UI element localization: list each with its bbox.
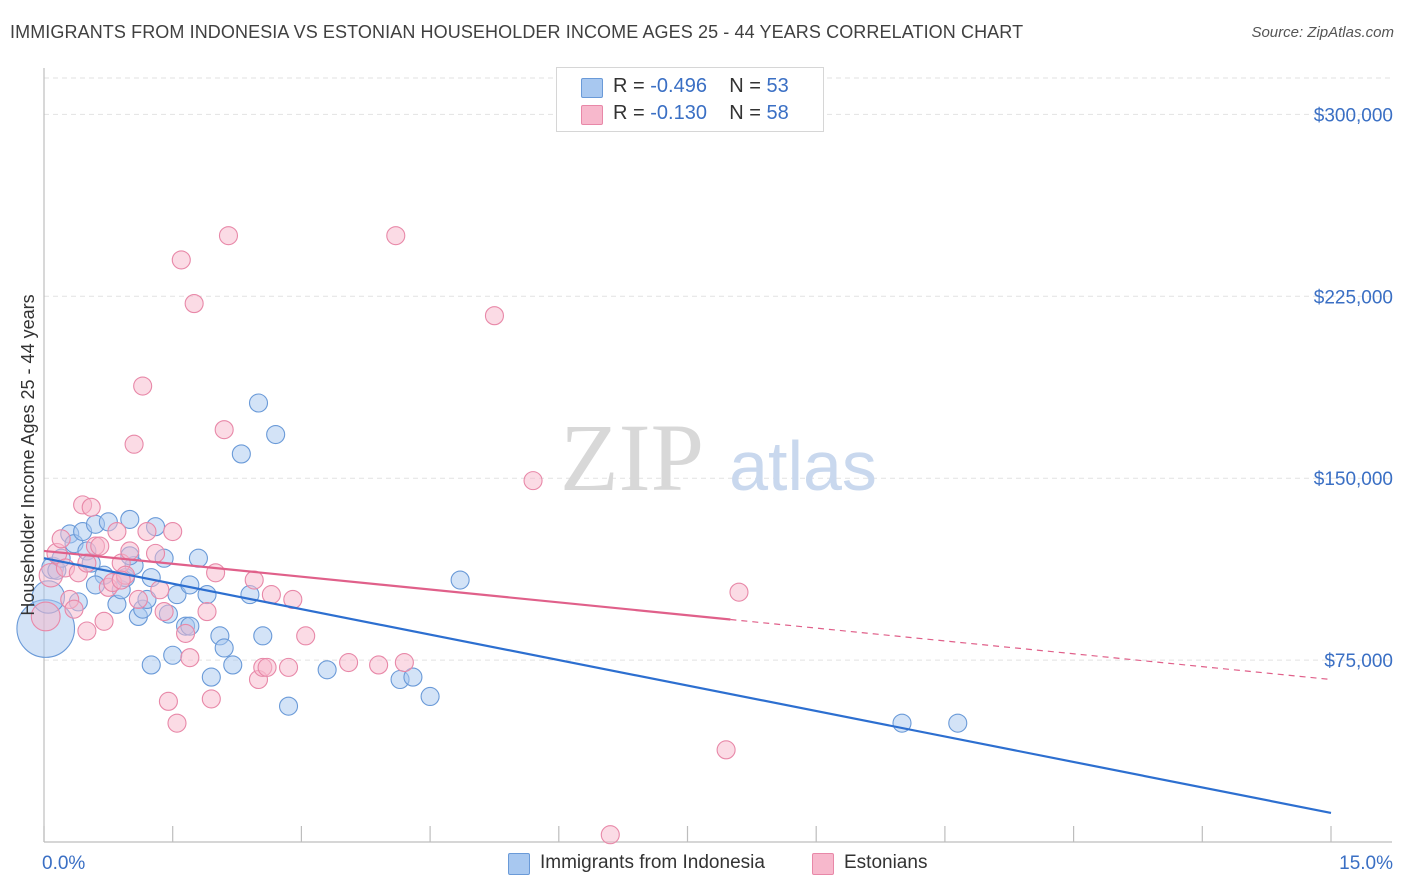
x-tick-label-max: 15.0% <box>1339 853 1393 874</box>
bottom-legend-swatch-pink <box>812 853 834 875</box>
point-estonians <box>729 582 749 602</box>
point-estonians <box>197 602 217 622</box>
point-estonians <box>184 294 204 314</box>
point-estonians <box>201 689 221 709</box>
point-estonians <box>77 621 97 641</box>
point-indonesia <box>188 548 208 568</box>
point-indonesia <box>214 638 234 658</box>
point-estonians <box>64 599 84 619</box>
x-tick-label-min: 0.0% <box>42 853 85 874</box>
point-indonesia <box>450 570 470 590</box>
point-indonesia <box>231 444 251 464</box>
point-estonians <box>244 570 264 590</box>
point-estonians <box>180 648 200 668</box>
point-estonians <box>111 570 131 590</box>
point-estonians <box>369 655 389 675</box>
point-estonians <box>128 589 148 610</box>
point-indonesia <box>141 655 161 675</box>
point-estonians <box>484 306 505 326</box>
points-layer <box>16 226 968 845</box>
watermark-zip: ZIP <box>560 404 704 511</box>
bottom-legend-swatch-blue <box>508 853 530 875</box>
point-indonesia <box>266 424 286 445</box>
point-estonians <box>176 623 196 643</box>
trend-layer <box>43 549 1332 814</box>
point-estonians <box>137 521 157 542</box>
point-estonians <box>133 376 153 396</box>
point-estonians <box>523 471 543 491</box>
bottom-legend-label: Immigrants from Indonesia <box>540 852 765 873</box>
correlation-legend: R = -0.496 N = 53 R = -0.130 N = 58 <box>556 67 824 132</box>
axes-layer <box>43 68 1392 843</box>
point-indonesia <box>201 667 221 687</box>
point-estonians <box>94 611 114 631</box>
point-indonesia <box>223 655 243 675</box>
legend-r-value: -0.496 <box>650 75 707 97</box>
point-estonians <box>394 652 414 673</box>
y-tick-label: $225,000 <box>1314 287 1393 308</box>
point-indonesia <box>120 509 140 529</box>
point-estonians <box>51 529 71 549</box>
legend-swatch-pink <box>581 105 603 125</box>
legend-r-value: -0.130 <box>650 102 707 124</box>
point-indonesia <box>948 713 968 733</box>
trend-line <box>43 549 731 621</box>
point-estonians <box>214 420 234 440</box>
point-estonians <box>600 825 620 845</box>
bottom-legend-label: Estonians <box>844 852 928 873</box>
trend-line-dashed <box>730 618 1332 681</box>
point-estonians <box>218 226 239 246</box>
point-indonesia <box>278 696 299 716</box>
point-estonians <box>296 626 316 646</box>
point-estonians <box>145 543 166 563</box>
trend-line <box>43 557 1332 814</box>
y-axis-label: Householder Income Ages 25 - 44 years <box>18 294 38 615</box>
point-indonesia <box>420 686 440 707</box>
point-indonesia <box>317 660 337 680</box>
chart-source: Source: ZipAtlas.com <box>1251 24 1394 41</box>
point-indonesia <box>253 626 273 646</box>
point-estonians <box>107 521 127 542</box>
legend-r-label: R = <box>613 102 651 124</box>
point-estonians <box>154 602 174 622</box>
chart-title: IMMIGRANTS FROM INDONESIA VS ESTONIAN HO… <box>10 22 1024 42</box>
watermark-atlas: atlas <box>729 427 877 505</box>
legend-swatch-blue <box>581 78 603 98</box>
point-indonesia <box>403 667 423 687</box>
point-estonians <box>158 691 178 711</box>
point-estonians <box>171 250 191 270</box>
point-estonians <box>163 521 183 542</box>
point-estonians <box>716 740 736 760</box>
point-estonians <box>257 657 277 677</box>
point-estonians <box>120 541 140 561</box>
legend-n-value: 58 <box>766 102 789 124</box>
point-estonians <box>167 713 187 733</box>
y-tick-label: $75,000 <box>1324 651 1393 672</box>
point-estonians <box>30 601 61 632</box>
point-estonians <box>339 652 359 673</box>
point-estonians <box>81 497 101 517</box>
legend-n-label: N = <box>729 102 767 124</box>
point-estonians <box>90 536 110 556</box>
point-indonesia <box>163 645 183 665</box>
y-tick-label: $150,000 <box>1314 469 1393 490</box>
point-estonians <box>124 434 144 454</box>
point-estonians <box>386 226 406 246</box>
grid-layer <box>44 77 1392 661</box>
legend-n-value: 53 <box>766 75 789 97</box>
ticks-layer: $75,000 $150,000 $225,000 $300,000 0.0% 15.0% <box>42 105 1393 874</box>
legend-r-label: R = <box>613 75 651 97</box>
y-tick-label: $300,000 <box>1314 105 1393 126</box>
point-indonesia <box>248 393 269 413</box>
legend-n-label: N = <box>729 75 767 97</box>
point-estonians <box>278 657 299 677</box>
